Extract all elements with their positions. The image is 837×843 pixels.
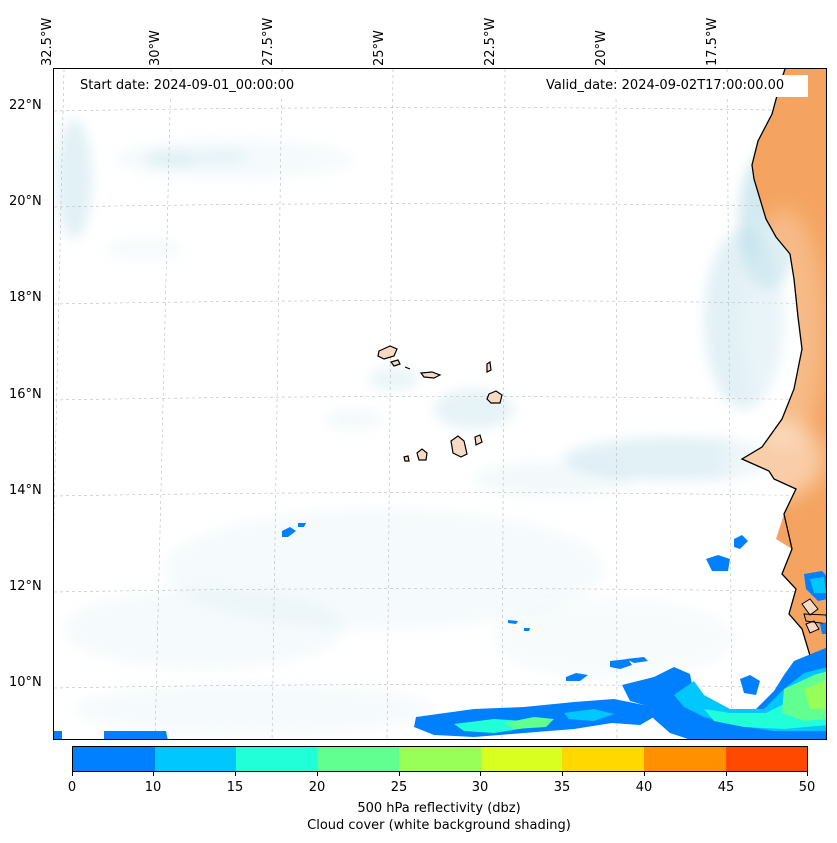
colorbar-tick-label: 35: [553, 780, 571, 795]
colorbar-subtitle: Cloud cover (white background shading): [307, 818, 571, 833]
colorbar-segment: [317, 747, 400, 771]
colorbar-tick-label: 45: [717, 780, 735, 795]
colorbar-tick: [562, 772, 563, 776]
colorbar-segment: [73, 747, 155, 771]
lat-label-22n: 22°N: [9, 98, 42, 113]
lat-label-18n: 18°N: [9, 290, 42, 305]
lon-label-27-5w: 27.5°W: [261, 17, 276, 66]
colorbar-segment: [154, 747, 237, 771]
gridlines: [54, 69, 826, 739]
lat-label-16n: 16°N: [9, 387, 42, 402]
colorbar-tick: [480, 772, 481, 776]
colorbar-tick-label: 15: [226, 780, 244, 795]
colorbar-tick-label: 40: [635, 780, 653, 795]
colorbar-tick-label: 30: [471, 780, 489, 795]
reflectivity-colorbar: [72, 746, 808, 772]
colorbar-tick: [317, 772, 318, 776]
lat-label-10n: 10°N: [9, 675, 42, 690]
colorbar-tick: [644, 772, 645, 776]
colorbar-tick: [726, 772, 727, 776]
reflectivity-echoes: [54, 523, 826, 739]
colorbar-segment: [236, 747, 318, 771]
colorbar-segment: [480, 747, 563, 771]
colorbar-tick: [153, 772, 154, 776]
mainland-africa: [724, 69, 826, 739]
colorbar-tick: [399, 772, 400, 776]
colorbar-title: 500 hPa reflectivity (dbz): [357, 801, 521, 816]
lon-label-22-5w: 22.5°W: [483, 17, 498, 66]
lat-label-14n: 14°N: [9, 483, 42, 498]
lon-label-17-5w: 17.5°W: [705, 17, 720, 66]
map-canvas: [54, 69, 826, 739]
lon-label-32-5w: 32.5°W: [40, 17, 55, 66]
colorbar-tick: [235, 772, 236, 776]
colorbar-segment: [725, 747, 808, 771]
lat-label-20n: 20°N: [9, 194, 42, 209]
colorbar-tick-label: 50: [798, 780, 816, 795]
lon-label-25w: 25°W: [372, 30, 387, 66]
colorbar-tick-label: 20: [308, 780, 326, 795]
lon-label-30w: 30°W: [148, 30, 163, 66]
colorbar-tick: [72, 772, 73, 776]
cape-verde-islands: [377, 345, 503, 462]
colorbar-tick: [807, 772, 808, 776]
lat-label-12n: 12°N: [9, 579, 42, 594]
map-panel: Start date: 2024-09-01_00:00:00 Valid_da…: [53, 68, 827, 740]
lon-label-20w: 20°W: [594, 30, 609, 66]
colorbar-segment: [562, 747, 644, 771]
colorbar-segment: [399, 747, 481, 771]
cloud-cover-shading: [56, 119, 799, 734]
colorbar-tick-label: 10: [144, 780, 162, 795]
start-date-label: Start date: 2024-09-01_00:00:00: [74, 77, 301, 94]
colorbar-tick-label: 25: [390, 780, 408, 795]
valid-date-label: Valid_date: 2024-09-02T17:00:00.00: [540, 77, 791, 94]
colorbar-tick-label: 0: [67, 780, 77, 795]
colorbar-segment: [643, 747, 726, 771]
